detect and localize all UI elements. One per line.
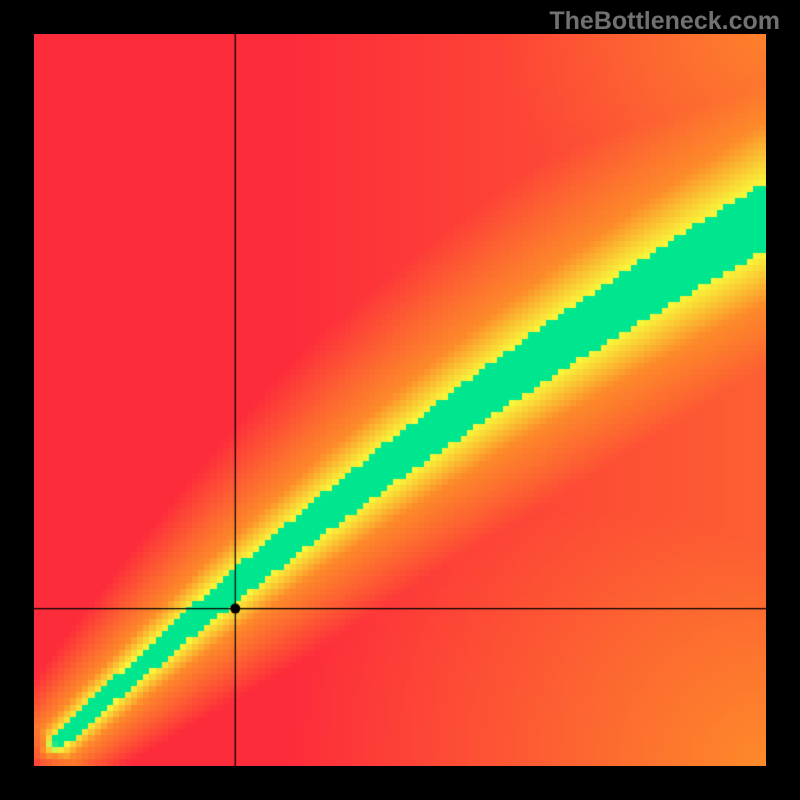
plot-area [34,34,766,766]
chart-container: TheBottleneck.com [0,0,800,800]
watermark-text: TheBottleneck.com [549,7,780,36]
heatmap-canvas [34,34,766,766]
